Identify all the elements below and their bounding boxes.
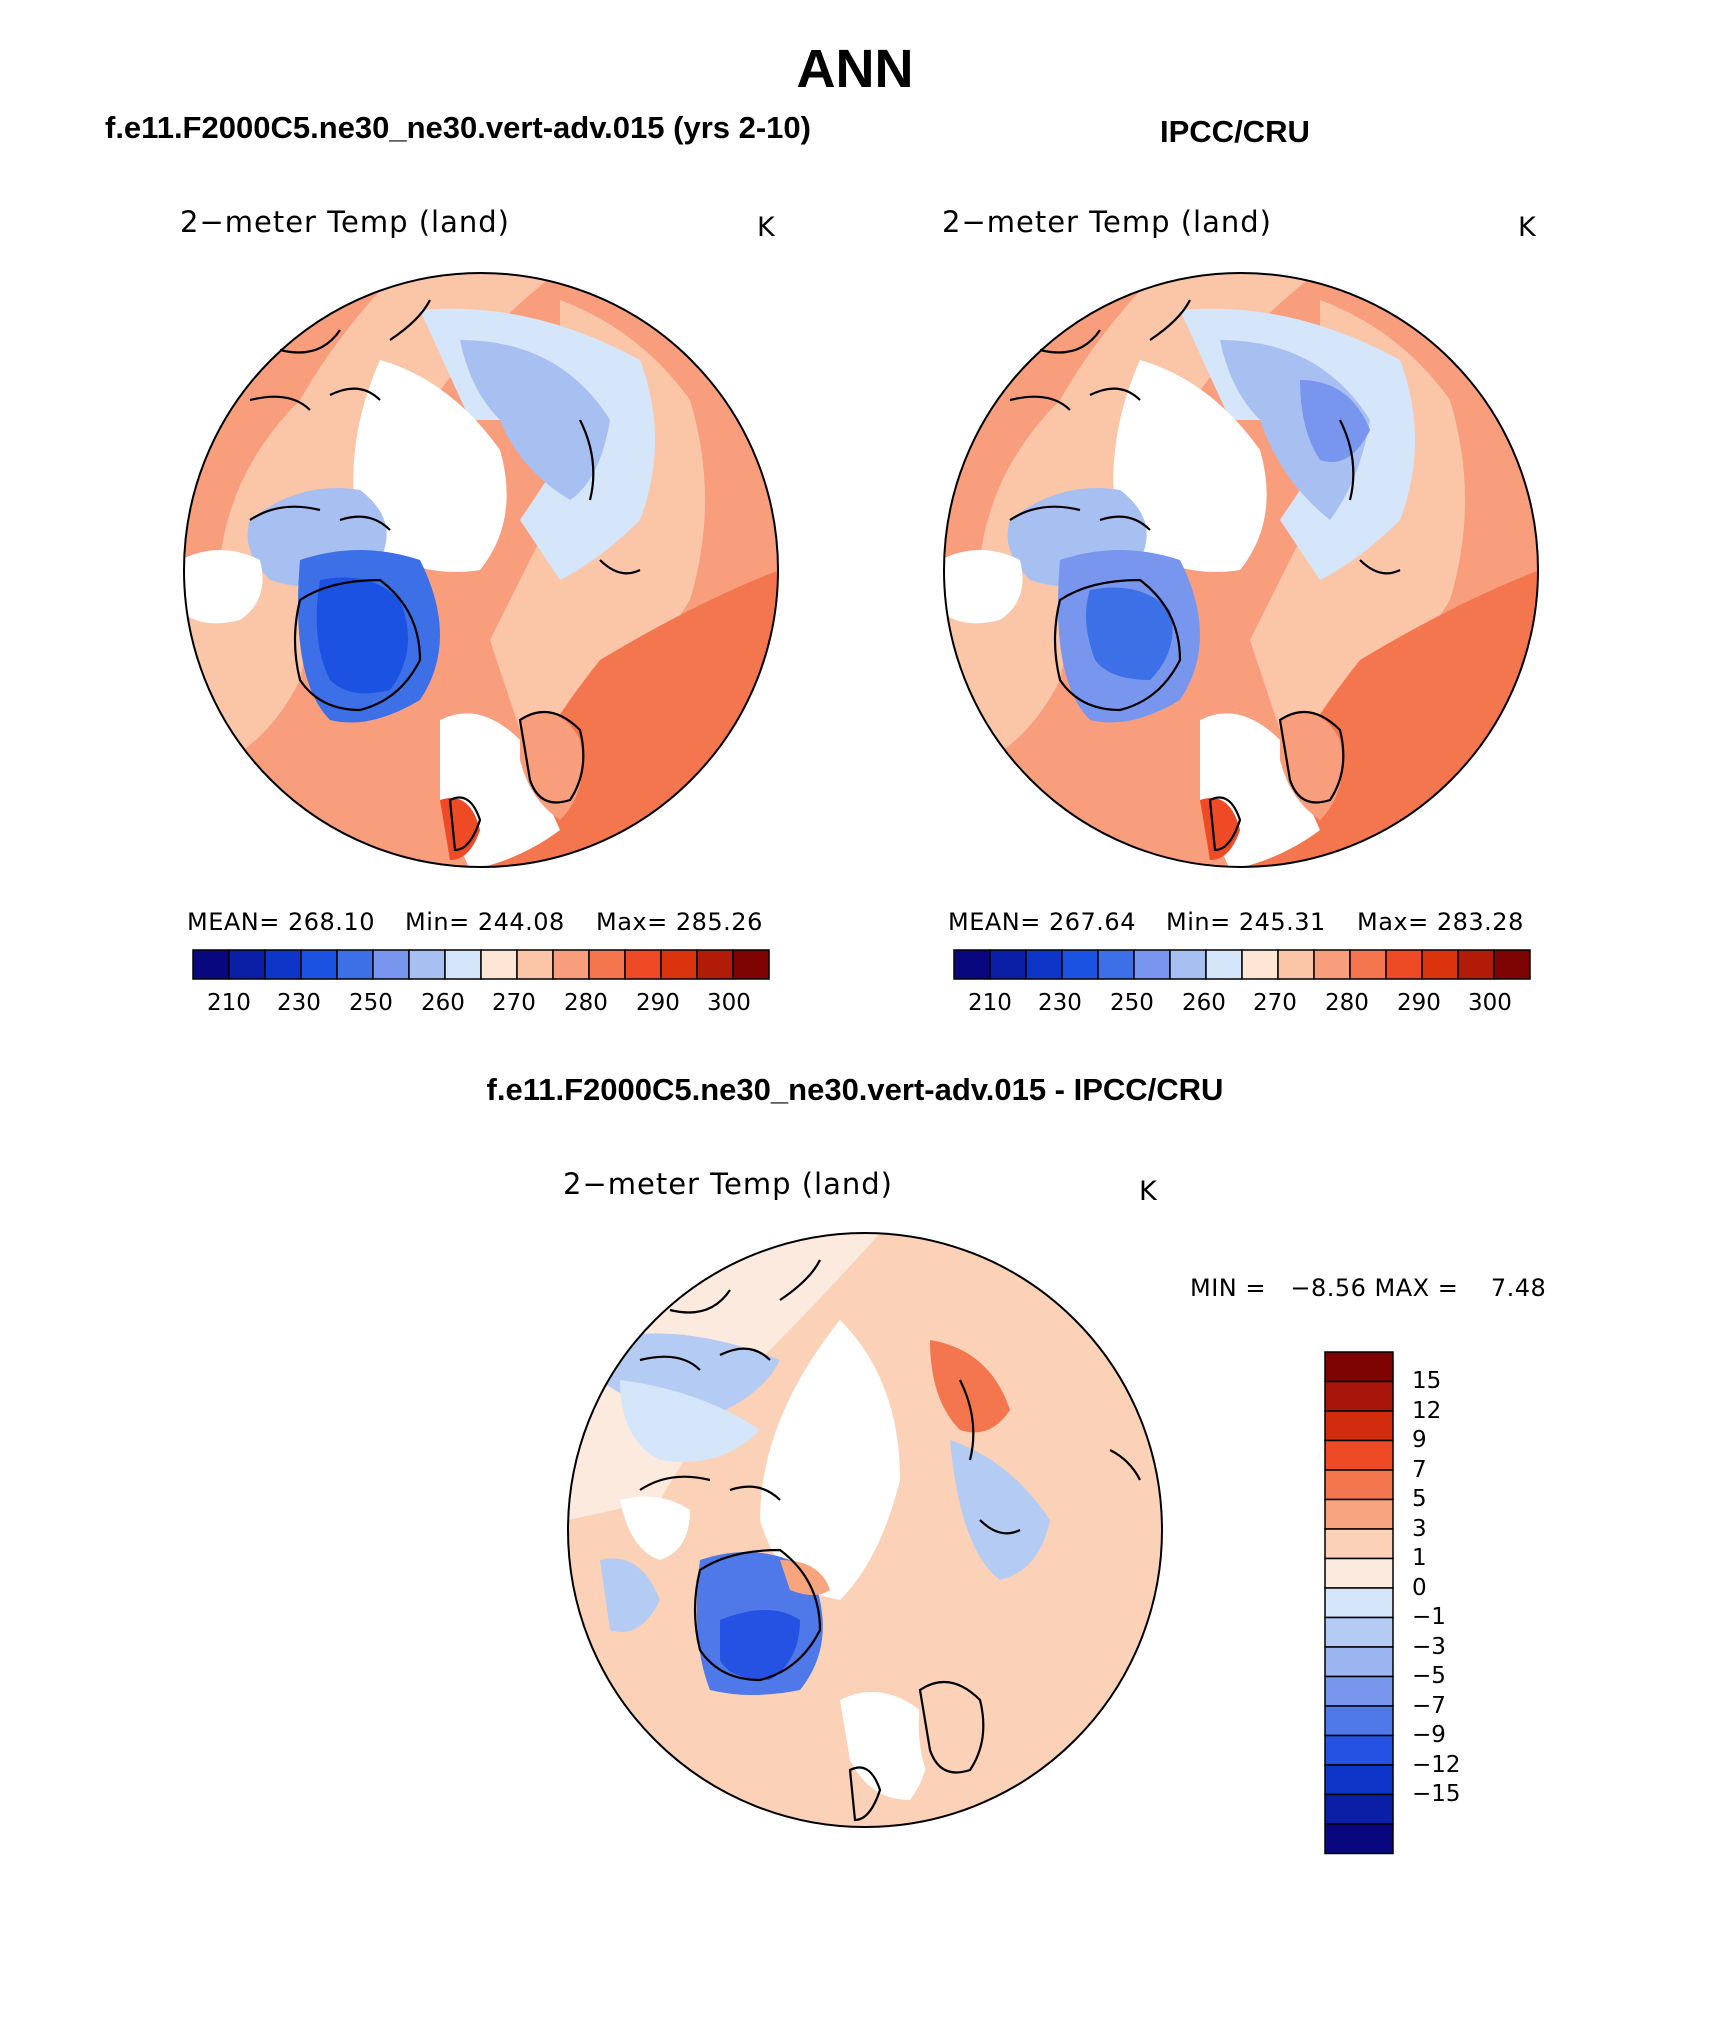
colorbar-tick-label: 290: [636, 990, 680, 1016]
colorbar-tick-label: −1: [1412, 1604, 1446, 1630]
colorbar-swatch: [1169, 949, 1207, 980]
colorbar-tick-label: 270: [492, 990, 536, 1016]
colorbar-swatch: [1025, 949, 1063, 980]
colorbar-swatch: [588, 949, 626, 980]
colorbar-tick-label: 210: [207, 990, 251, 1016]
panel-left-mean: MEAN= 268.10: [187, 908, 375, 936]
colorbar-tick-label: 300: [1468, 990, 1512, 1016]
colorbar-swatch: [192, 949, 230, 980]
panel-right-min: Min= 245.31: [1166, 908, 1326, 936]
colorbar-swatch: [228, 949, 266, 980]
colorbar-tick-label: 290: [1397, 990, 1441, 1016]
panel-left-variable: 2−meter Temp (land): [180, 205, 510, 239]
panel-right-units: K: [1518, 212, 1536, 243]
colorbar-swatch: [1324, 1528, 1394, 1560]
colorbar-swatch: [1324, 1410, 1394, 1442]
colorbar-swatch: [300, 949, 338, 980]
colorbar-tick-label: 9: [1412, 1427, 1427, 1453]
diff-variable: 2−meter Temp (land): [563, 1167, 893, 1201]
colorbar-tick-label: 0: [1412, 1575, 1427, 1601]
colorbar-swatch: [1493, 949, 1531, 980]
colorbar-swatch: [336, 949, 374, 980]
colorbar-swatch: [1324, 1764, 1394, 1796]
panel-right-mean: MEAN= 267.64: [948, 908, 1136, 936]
colorbar-swatch: [1421, 949, 1459, 980]
colorbar-tick-label: 280: [1325, 990, 1369, 1016]
diff-title: f.e11.F2000C5.ne30_ne30.vert-adv.015 - I…: [486, 1072, 1224, 1107]
panel-left-max: Max= 285.26: [596, 908, 763, 936]
panel-right-colorbar: [953, 949, 1531, 980]
colorbar-swatch: [1324, 1646, 1394, 1678]
colorbar-swatch: [660, 949, 698, 980]
colorbar-swatch: [1324, 1587, 1394, 1619]
colorbar-swatch: [1313, 949, 1351, 980]
colorbar-swatch: [1324, 1557, 1394, 1589]
page-title: ANN: [796, 39, 914, 99]
colorbar-swatch: [1324, 1675, 1394, 1707]
colorbar-swatch: [1097, 949, 1135, 980]
colorbar-tick-label: 12: [1412, 1398, 1442, 1424]
colorbar-swatch: [1277, 949, 1315, 980]
colorbar-swatch: [408, 949, 446, 980]
panel-right-max: Max= 283.28: [1357, 908, 1524, 936]
colorbar-swatch: [1324, 1705, 1394, 1737]
panel-right-variable: 2−meter Temp (land): [942, 205, 1272, 239]
colorbar-tick-label: −3: [1412, 1634, 1446, 1660]
colorbar-tick-label: 1: [1412, 1545, 1427, 1571]
colorbar-swatch: [1061, 949, 1099, 980]
colorbar-swatch: [1324, 1616, 1394, 1648]
colorbar-swatch: [1324, 1823, 1394, 1855]
colorbar-tick-label: 280: [564, 990, 608, 1016]
colorbar-swatch: [1324, 1469, 1394, 1501]
colorbar-tick-label: −12: [1412, 1752, 1461, 1778]
colorbar-swatch: [1324, 1439, 1394, 1471]
colorbar-swatch: [552, 949, 590, 980]
colorbar-swatch: [1324, 1351, 1394, 1383]
colorbar-swatch: [480, 949, 518, 980]
colorbar-swatch: [1324, 1793, 1394, 1825]
colorbar-tick-label: 5: [1412, 1486, 1427, 1512]
colorbar-swatch: [732, 949, 770, 980]
colorbar-tick-label: 300: [707, 990, 751, 1016]
diff-colorbar: [1324, 1351, 1394, 1855]
diff-min-max: MIN = −8.56 MAX = 7.48: [1190, 1274, 1547, 1302]
case-title-left: f.e11.F2000C5.ne30_ne30.vert-adv.015 (yr…: [105, 110, 811, 145]
colorbar-swatch: [1324, 1380, 1394, 1412]
colorbar-tick-label: 15: [1412, 1368, 1442, 1394]
colorbar-tick-label: −15: [1412, 1781, 1461, 1807]
colorbar-tick-label: −5: [1412, 1663, 1446, 1689]
colorbar-swatch: [1457, 949, 1495, 980]
colorbar-tick-label: 230: [1038, 990, 1082, 1016]
colorbar-tick-label: 260: [421, 990, 465, 1016]
colorbar-swatch: [624, 949, 662, 980]
colorbar-swatch: [1349, 949, 1387, 980]
panel-left-colorbar: [192, 949, 770, 980]
colorbar-tick-label: 250: [349, 990, 393, 1016]
colorbar-tick-label: 7: [1412, 1457, 1427, 1483]
colorbar-swatch: [1324, 1734, 1394, 1766]
colorbar-tick-label: −9: [1412, 1722, 1446, 1748]
colorbar-tick-label: 230: [277, 990, 321, 1016]
colorbar-swatch: [516, 949, 554, 980]
colorbar-tick-label: 260: [1182, 990, 1226, 1016]
panel-left-units: K: [757, 212, 775, 243]
colorbar-tick-label: 210: [968, 990, 1012, 1016]
colorbar-swatch: [1324, 1498, 1394, 1530]
colorbar-tick-label: 270: [1253, 990, 1297, 1016]
colorbar-tick-label: 3: [1412, 1516, 1427, 1542]
panel-left-min: Min= 244.08: [405, 908, 565, 936]
colorbar-swatch: [264, 949, 302, 980]
colorbar-swatch: [372, 949, 410, 980]
colorbar-swatch: [1133, 949, 1171, 980]
colorbar-swatch: [953, 949, 991, 980]
colorbar-tick-label: −7: [1412, 1693, 1446, 1719]
case-title-right: IPCC/CRU: [1160, 114, 1310, 149]
diff-units: K: [1139, 1176, 1157, 1207]
colorbar-tick-label: 250: [1110, 990, 1154, 1016]
